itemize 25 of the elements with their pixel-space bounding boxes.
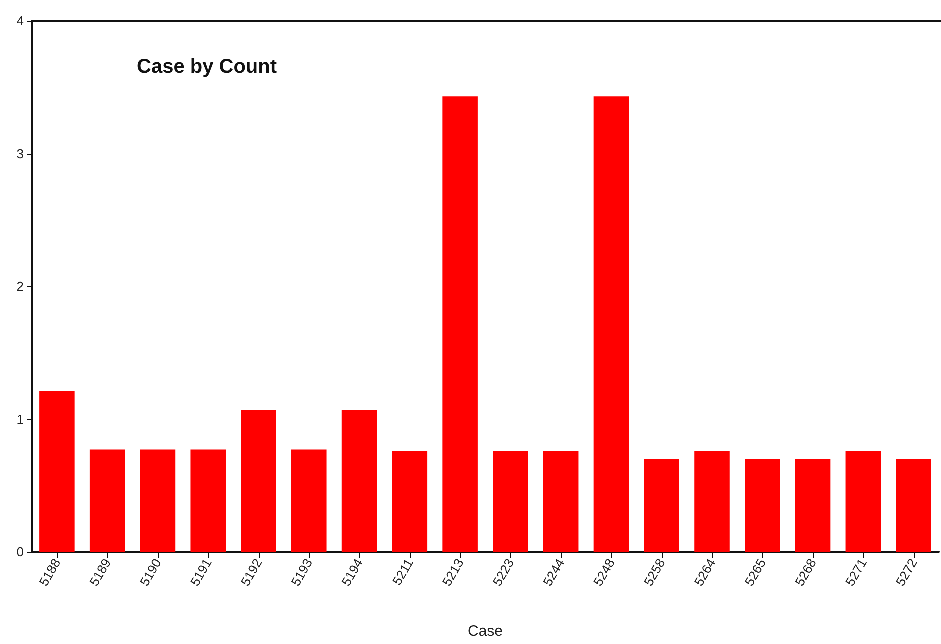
y-tick-label: 0: [16, 544, 24, 560]
bar: [442, 96, 478, 552]
bar: [90, 450, 126, 552]
bar: [745, 459, 780, 552]
bar: [342, 410, 378, 552]
y-tick-label: 2: [16, 279, 24, 294]
bar: [190, 450, 226, 552]
bar: [795, 459, 831, 552]
bar: [896, 459, 932, 552]
bar: [292, 450, 327, 552]
bar: [846, 451, 882, 552]
bar: [543, 451, 579, 552]
text: Case by Count: [137, 56, 278, 78]
bar: [140, 450, 176, 552]
bar: [694, 451, 730, 552]
bar: [241, 410, 276, 552]
x-axis-title: Case: [468, 623, 504, 640]
bar: [493, 451, 528, 552]
bar: [392, 451, 428, 552]
y-tick-label: 1: [16, 412, 24, 427]
bar: [644, 459, 680, 552]
bar: [40, 391, 75, 552]
bar: [594, 96, 630, 552]
y-tick-label: 4: [16, 14, 24, 28]
y-tick-label: 3: [16, 146, 24, 162]
